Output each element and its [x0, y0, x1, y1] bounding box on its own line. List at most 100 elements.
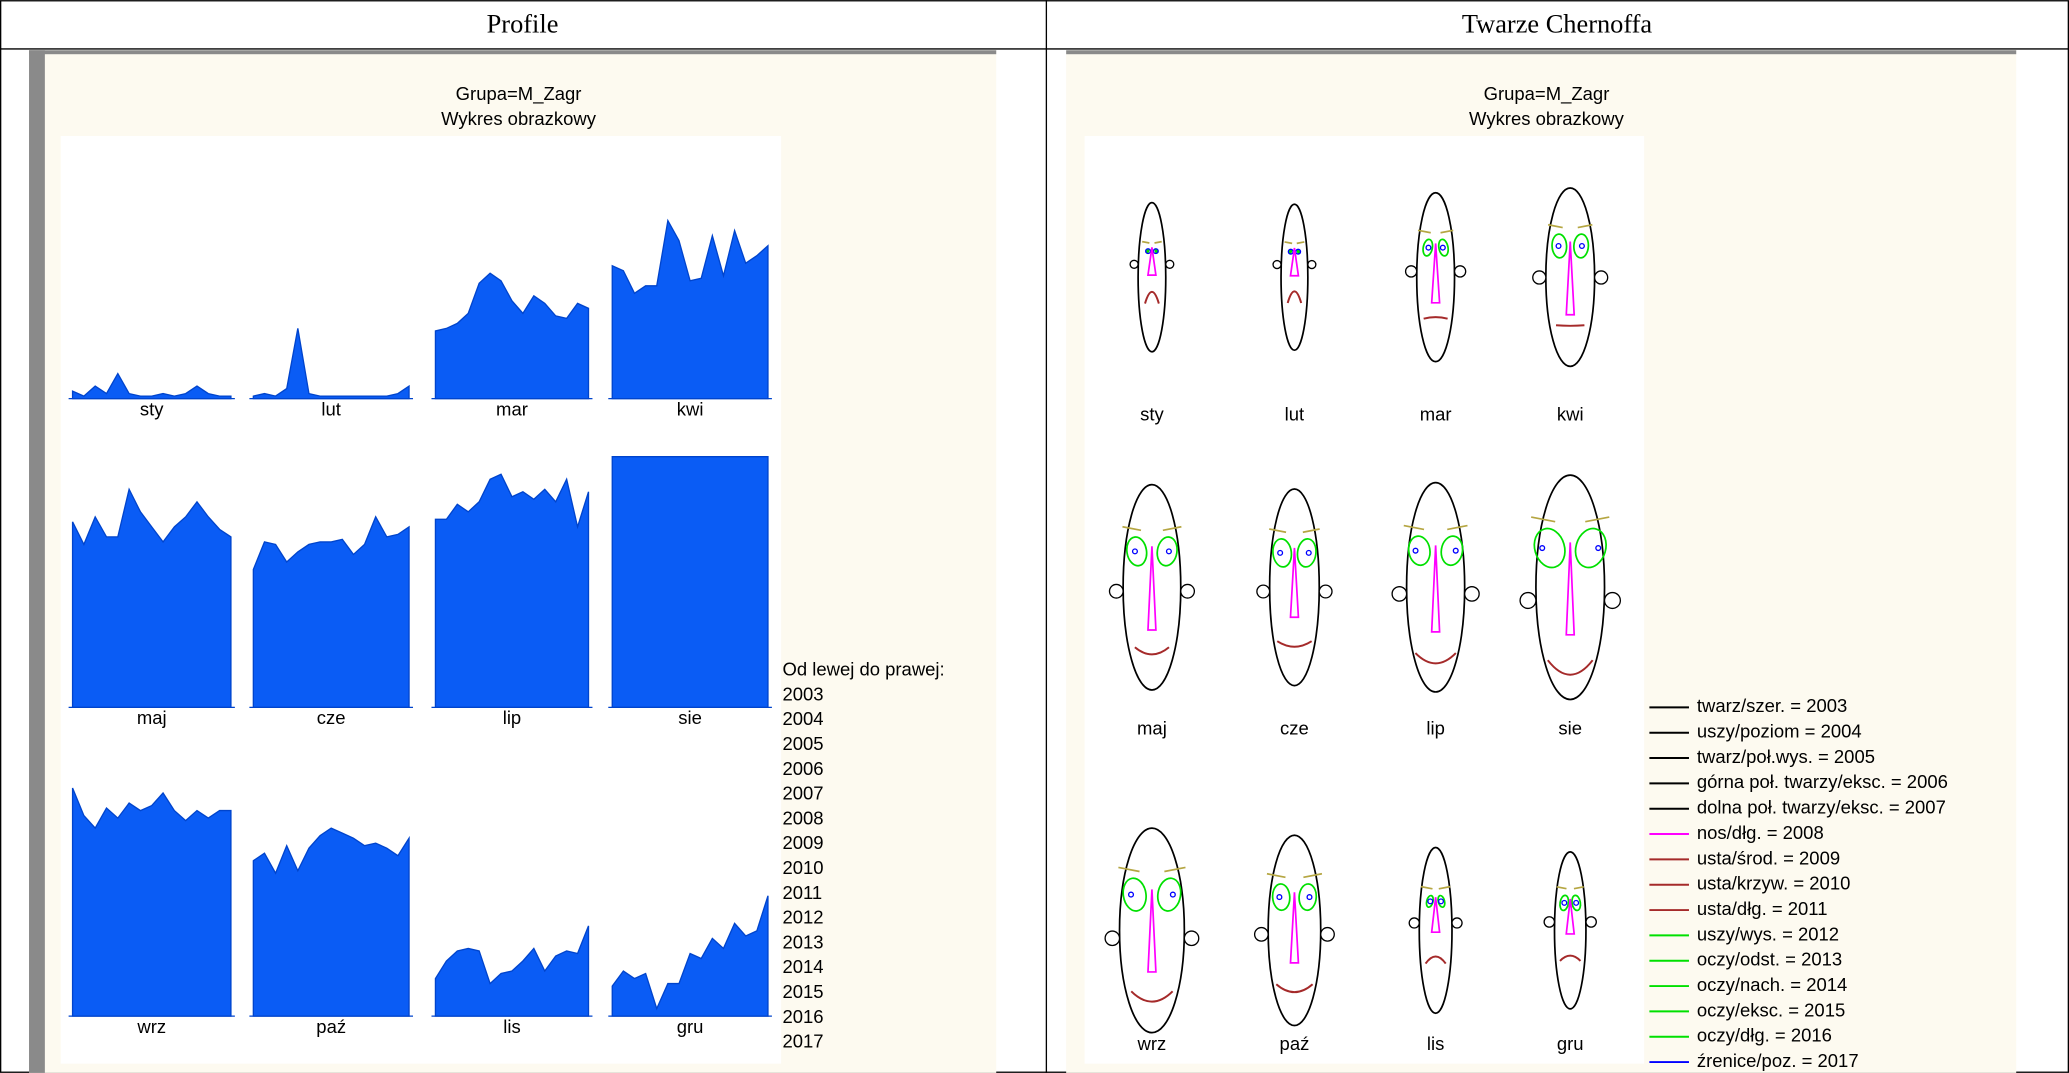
profile-area — [71, 787, 232, 1017]
brow — [1142, 240, 1150, 244]
pupil — [1561, 899, 1568, 906]
brow — [1556, 885, 1567, 890]
mouth — [1276, 640, 1313, 648]
legend-item: dolna poł. twarzy/eksc. = 2007 — [1697, 797, 1946, 818]
nose — [1146, 247, 1157, 276]
panel-label: lut — [321, 398, 341, 419]
legend-item: 2012 — [782, 907, 823, 928]
legend-item: usta/środ. = 2009 — [1697, 847, 1840, 868]
pupil — [1412, 547, 1419, 554]
brow — [1303, 872, 1323, 879]
panel-label: maj — [137, 707, 167, 728]
face — [1280, 203, 1309, 352]
pupil — [1276, 894, 1283, 901]
legend-item: twarz/poł.wys. = 2005 — [1697, 746, 1875, 767]
eye — [1156, 877, 1182, 912]
profile-area — [71, 372, 232, 400]
column-header: Twarze Chernoffa — [1462, 9, 1653, 39]
profile-area — [434, 272, 590, 400]
brow — [1577, 223, 1593, 229]
brow — [1547, 223, 1563, 229]
profile-area — [434, 473, 590, 709]
pupil — [1165, 548, 1172, 555]
ear — [1603, 591, 1622, 610]
chart-subtitle: Wykres obrazkowy — [441, 108, 597, 129]
face — [1405, 481, 1466, 693]
legend-item: górna poł. twarzy/eksc. = 2006 — [1697, 771, 1948, 792]
brow — [1447, 524, 1468, 531]
nose — [1147, 889, 1157, 973]
legend-item: 2014 — [782, 956, 823, 977]
face-label: maj — [1137, 718, 1167, 739]
mouth — [1547, 659, 1594, 676]
panel-label: kwi — [677, 398, 704, 419]
eye — [1574, 527, 1607, 569]
face — [1267, 834, 1322, 1027]
legend-item: 2009 — [782, 832, 823, 853]
eye — [1272, 538, 1293, 568]
nose — [1430, 545, 1441, 633]
legend-item: 2005 — [782, 733, 823, 754]
legend-item: oczy/dłg. = 2016 — [1697, 1025, 1832, 1046]
nose — [1147, 546, 1157, 631]
image-edge — [29, 50, 45, 1073]
profile-area — [252, 328, 410, 400]
nose — [1430, 243, 1441, 304]
eye — [1533, 527, 1566, 569]
nose — [1430, 897, 1441, 934]
ear — [1180, 583, 1196, 599]
nose — [1289, 892, 1300, 964]
brow — [1417, 229, 1431, 234]
brow — [1118, 866, 1140, 873]
legend-item: uszy/poziom = 2004 — [1697, 721, 1862, 742]
brow — [1164, 866, 1186, 873]
eye — [1407, 535, 1431, 567]
legend-item: nos/dłg. = 2008 — [1697, 822, 1824, 843]
pupil — [1425, 244, 1432, 251]
ear — [1451, 917, 1463, 929]
brow — [1296, 241, 1305, 245]
face-label: sie — [1558, 718, 1582, 739]
legend-item: 2008 — [782, 807, 823, 828]
brow — [1420, 885, 1433, 890]
pupil — [1555, 242, 1562, 250]
ear — [1307, 259, 1317, 270]
profile-area — [252, 827, 410, 1017]
mouth — [1424, 955, 1447, 965]
ear — [1543, 916, 1556, 928]
pupil — [1427, 898, 1434, 905]
profile-area — [71, 487, 232, 709]
mouth — [1130, 990, 1174, 1003]
chart-subtitle: Wykres obrazkowy — [1469, 108, 1625, 129]
face-label: paź — [1280, 1033, 1310, 1054]
brow — [1122, 525, 1142, 532]
column-header: Profile — [487, 9, 559, 39]
ear — [1593, 270, 1609, 285]
pupil — [1277, 549, 1284, 556]
legend-item: 2017 — [782, 1031, 823, 1052]
face — [1415, 191, 1456, 363]
legend-item: oczy/odst. = 2013 — [1697, 949, 1842, 970]
eye — [1572, 233, 1590, 259]
brow — [1585, 516, 1610, 523]
pupil — [1305, 549, 1312, 556]
face-label: gru — [1557, 1033, 1584, 1054]
eye — [1125, 536, 1148, 567]
pupil — [1145, 248, 1152, 255]
legend-item: 2010 — [782, 857, 823, 878]
ear — [1320, 926, 1335, 942]
ear — [1256, 584, 1271, 599]
face — [1418, 846, 1453, 1015]
eye — [1422, 238, 1434, 257]
nose — [1289, 247, 1300, 277]
brow — [1403, 524, 1425, 531]
face — [1122, 483, 1182, 691]
pupil — [1539, 545, 1546, 552]
legend-item: usta/dłg. = 2011 — [1697, 898, 1828, 919]
legend-item: 2004 — [782, 708, 823, 729]
legend-title: Od lewej do prawej: — [782, 658, 944, 679]
brow — [1266, 872, 1286, 879]
legend-item: oczy/nach. = 2014 — [1697, 974, 1847, 995]
pupil — [1595, 545, 1602, 552]
legend-item: 2003 — [782, 683, 823, 704]
